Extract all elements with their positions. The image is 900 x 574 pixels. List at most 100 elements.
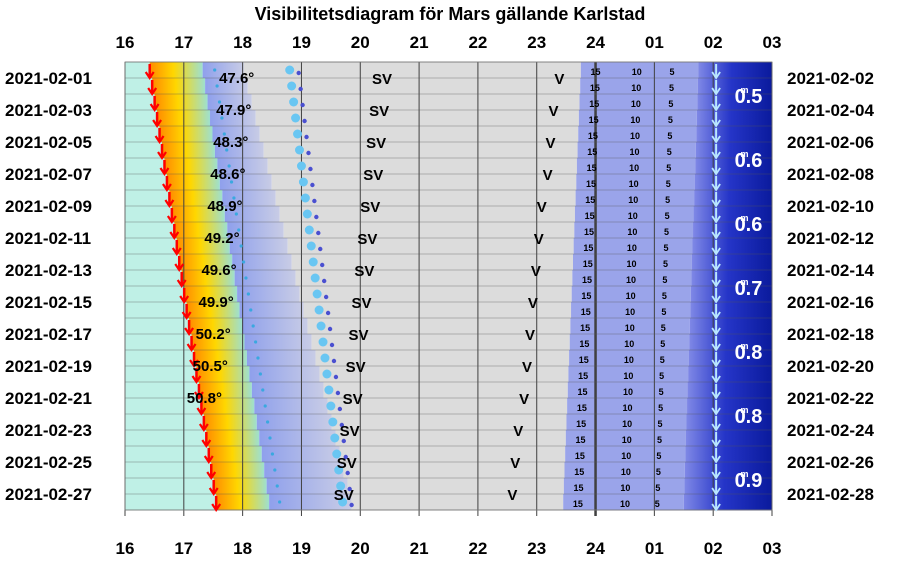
- mars-dot: [316, 321, 326, 331]
- contour-label: 15: [575, 451, 585, 461]
- sunset-arrow-head: [144, 71, 155, 80]
- night-band: [339, 446, 566, 463]
- mars-low-band: [574, 206, 694, 223]
- magnitude-label: 0.8: [735, 342, 763, 364]
- date-label-right: 2021-02-20: [787, 357, 874, 376]
- twilight-band: [266, 478, 348, 495]
- sunset-arrow-head: [191, 375, 202, 384]
- date-label-right: 2021-02-16: [787, 293, 874, 312]
- mars-set-arrow-head: [711, 263, 721, 272]
- mars-set-arrow-head: [711, 487, 721, 496]
- twilight-dot: [266, 420, 270, 424]
- twilight-dot: [229, 180, 234, 184]
- contour-label: 15: [574, 483, 584, 493]
- sunset-arrow-head: [184, 327, 195, 336]
- contour-label: 15: [585, 211, 595, 221]
- contour-label: 10: [629, 179, 639, 189]
- sunset-arrow-head: [171, 247, 182, 256]
- date-label-right: 2021-02-26: [787, 453, 874, 472]
- mars-dot-small: [337, 406, 343, 412]
- direction-label-sv: SV: [334, 487, 354, 504]
- sun-band: [181, 270, 235, 287]
- night-band: [243, 62, 581, 79]
- contour-label: 5: [667, 147, 672, 157]
- sun-band: [201, 398, 255, 415]
- direction-label-sv: SV: [363, 167, 383, 184]
- sunset-arrow-head: [181, 311, 192, 320]
- twilight-dot: [278, 500, 282, 504]
- deep-night-band: [688, 350, 772, 367]
- twilight-band: [205, 78, 248, 95]
- contour-label: 10: [623, 387, 633, 397]
- mars-low-band: [580, 62, 699, 79]
- twilight-dot: [227, 164, 231, 168]
- altitude-label: 50.5°: [193, 358, 228, 375]
- mars-low-band: [574, 222, 694, 239]
- magnitude-label: 0.8: [735, 406, 763, 428]
- night-band: [267, 158, 577, 175]
- twilight-start-band: [125, 382, 199, 399]
- twilight-band: [249, 366, 320, 383]
- mars-dot: [334, 465, 344, 475]
- twilight-start-band: [125, 350, 195, 367]
- twilight-band: [242, 318, 308, 335]
- twilight-dot: [258, 372, 262, 376]
- twilight-start-band: [125, 334, 192, 351]
- twilight-dot: [246, 292, 250, 296]
- contour-label: 10: [623, 403, 633, 413]
- mars-set-arrow-head: [711, 439, 721, 448]
- mars-dot: [300, 193, 310, 203]
- mars-dot: [306, 241, 316, 251]
- direction-label-v: V: [528, 295, 538, 312]
- mars-set-arrow-head: [711, 375, 721, 384]
- hour-tick-bottom: 23: [527, 539, 546, 558]
- night-band: [323, 382, 568, 399]
- contour-label: 5: [660, 339, 665, 349]
- night-band: [343, 462, 565, 479]
- contour-label: 10: [628, 195, 638, 205]
- date-label-left: 2021-02-21: [5, 389, 92, 408]
- night-band: [287, 238, 574, 255]
- twilight-start-band: [125, 414, 204, 431]
- twilight-dot: [244, 276, 248, 280]
- sunset-arrow-head: [179, 295, 190, 304]
- sunset-arrow-head: [189, 359, 199, 368]
- date-label-left: 2021-02-03: [5, 101, 92, 120]
- mars-set-arrow-head: [711, 295, 721, 304]
- date-label-left: 2021-02-17: [5, 325, 92, 344]
- twilight-dot: [232, 196, 236, 200]
- deep-night-band: [690, 286, 772, 303]
- twilight-start-band: [125, 110, 158, 127]
- twilight-dot: [268, 436, 272, 440]
- hour-tick-bottom: 17: [174, 539, 193, 558]
- twilight-band: [219, 174, 272, 191]
- direction-label-v: V: [546, 135, 556, 152]
- mars-set-arrow-head: [711, 151, 721, 160]
- date-label-left: 2021-02-25: [5, 453, 92, 472]
- night-band: [279, 206, 575, 223]
- contour-label: 10: [625, 323, 635, 333]
- magnitude-unit: m: [740, 277, 748, 287]
- mars-dot-small: [321, 278, 327, 284]
- contour-label: 10: [631, 83, 641, 93]
- sun-band: [191, 334, 245, 351]
- sunset-arrow-head: [186, 343, 197, 352]
- contour-label: 5: [665, 211, 670, 221]
- twilight-dot: [237, 228, 241, 232]
- altitude-label: 49.2°: [204, 230, 239, 247]
- direction-label-sv: SV: [337, 455, 357, 472]
- mars-dot: [326, 401, 336, 411]
- mars-dot-small: [335, 390, 341, 396]
- twilight-start-band: [125, 366, 197, 383]
- mars-dot: [338, 497, 348, 507]
- mars-low-band: [576, 158, 696, 175]
- deep-night-band: [685, 430, 772, 447]
- twilight-start-band: [125, 158, 165, 175]
- hour-tick-bottom: 02: [704, 539, 723, 558]
- mars-set-arrow-head: [711, 71, 721, 80]
- twilight-dot: [251, 324, 255, 328]
- night-band: [271, 174, 577, 191]
- mars-dot: [287, 81, 297, 91]
- date-label-right: 2021-02-14: [787, 261, 875, 280]
- hour-tick-top: 23: [527, 33, 546, 52]
